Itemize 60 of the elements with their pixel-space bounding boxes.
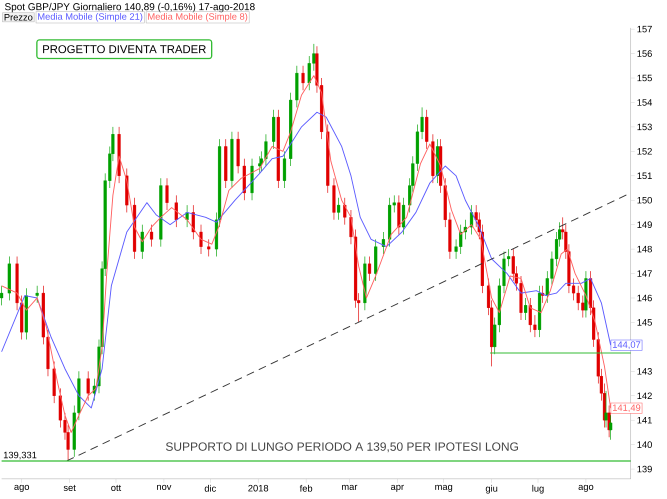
- candlestick: [343, 198, 346, 226]
- y-tick-label: 143: [637, 368, 652, 375]
- x-tick-label: lug: [532, 484, 544, 494]
- y-tick-label: 139: [637, 466, 652, 472]
- y-tick-label: 157: [637, 26, 652, 32]
- text: Media Mobile (Simple 8): [148, 13, 248, 22]
- candlestick: [604, 390, 608, 428]
- y-tick-label: 153: [637, 124, 652, 130]
- y-tick-label: 151: [637, 172, 652, 180]
- y-tick-label: 142: [637, 392, 652, 400]
- candlestick: [199, 224, 203, 254]
- x-tick-label: dic: [204, 484, 216, 492]
- candlestick: [609, 415, 612, 440]
- x-tick-label: mag: [435, 484, 452, 492]
- data-label: 141,49: [612, 404, 640, 412]
- x-tick-label: set: [64, 484, 76, 492]
- x-tick-label: ago: [578, 484, 594, 492]
- x-tick-label: apr: [391, 484, 404, 492]
- candlestick: [282, 151, 286, 188]
- candlestick: [140, 224, 144, 260]
- x-tick-label: ago: [14, 484, 30, 492]
- x-tick-label: mar: [342, 484, 358, 490]
- x-tick-label: feb: [300, 484, 312, 492]
- x-tick-label: 2018: [248, 484, 268, 492]
- y-tick-label: 156: [637, 50, 652, 57]
- candlestick: [308, 56, 311, 91]
- y-tick-label: 146: [637, 294, 652, 302]
- y-tick-label: 148: [637, 246, 652, 252]
- candlestick: [174, 195, 178, 228]
- y-tick-label: 150: [637, 197, 652, 204]
- candlestick: [150, 224, 154, 248]
- y-tick-label: 141: [637, 417, 652, 424]
- text: Prezzo: [4, 14, 32, 21]
- candlestick: [524, 298, 528, 320]
- x-tick-label: giu: [486, 484, 498, 494]
- y-tick-label: 140: [637, 441, 652, 448]
- candlestick: [301, 66, 305, 91]
- candlestick: [337, 198, 340, 220]
- candlestick: [382, 232, 386, 254]
- y-tick-label: 147: [637, 270, 652, 277]
- data-label: 144,07: [612, 341, 640, 350]
- y-tick-label: 149: [637, 221, 652, 228]
- annotation: SUPPORTO DI LUNGO PERIODO A 139,50 PER IPOTESI LONG: [166, 442, 518, 452]
- x-tick-label: ott: [111, 484, 122, 492]
- annotation: PROGETTO DIVENTA TRADER: [43, 45, 206, 54]
- text: Media Mobile (Simple 21): [38, 13, 142, 22]
- y-tick-label: 152: [637, 148, 652, 155]
- candlestick: [0, 286, 4, 306]
- y-tick-label: 155: [637, 74, 652, 82]
- candlestick: [86, 371, 90, 402]
- x-tick-label: nov: [157, 484, 172, 490]
- candlestick: [36, 286, 39, 304]
- candlestick: [165, 178, 169, 210]
- candlestick: [368, 256, 372, 282]
- y-tick-label: 154: [637, 99, 652, 106]
- y-tick-label: 145: [637, 319, 652, 326]
- ref-line-label: 139,331: [4, 452, 36, 460]
- chart-title: Spot GBP/JPY Giornaliero 140,89 (-0,16%) 17-ago-2018: [4, 3, 255, 12]
- candlestick: [207, 239, 210, 257]
- candlestick: [192, 204, 195, 240]
